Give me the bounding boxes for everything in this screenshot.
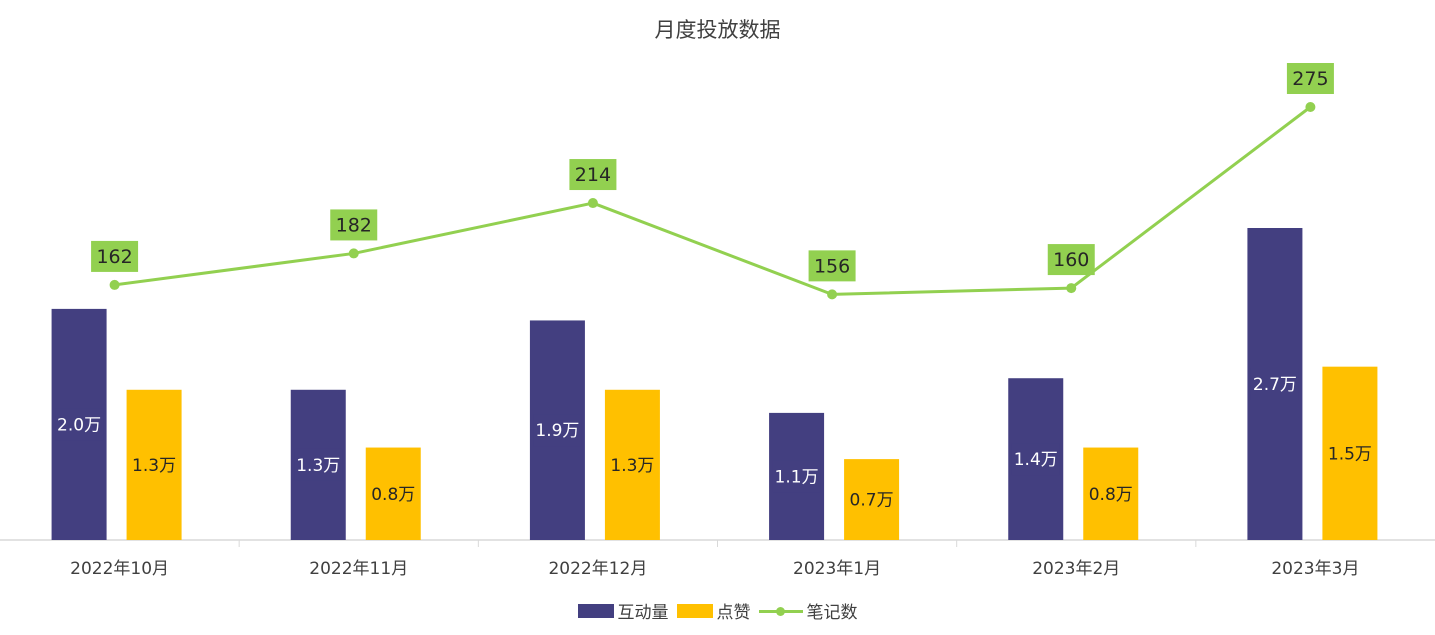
data-label-interactions-text: 1.4万 [1014,450,1058,470]
legend-swatch-notes [758,604,803,618]
data-label-likes: 1.3万 [130,448,179,481]
x-tick-label: 2022年12月 [548,559,647,579]
data-label-interactions-box [533,414,582,447]
data-label-notes: 182 [330,209,378,241]
data-label-likes: 0.8万 [369,477,418,510]
data-label-notes-text: 160 [1053,249,1089,271]
data-label-likes: 1.3万 [608,448,657,481]
data-label-notes-text: 275 [1292,68,1328,90]
data-label-interactions: 1.3万 [294,448,343,481]
legend-swatch-likes [676,603,713,618]
x-tick-label: 2023年2月 [1032,559,1120,579]
data-label-interactions: 1.9万 [533,414,582,447]
data-label-interactions: 2.7万 [1250,368,1299,400]
data-label-notes-box [1286,63,1334,94]
data-label-interactions-text: 1.1万 [775,467,819,487]
data-label-likes-box [1325,437,1374,470]
data-label-notes: 275 [1286,63,1334,94]
data-label-likes: 0.7万 [847,483,896,516]
data-label-notes-box [1047,244,1095,276]
point-notes [1066,283,1077,294]
data-label-likes-box [608,448,657,481]
data-label-interactions-text: 2.0万 [57,415,101,435]
legend-label-interactions: 互动量 [617,603,669,623]
data-label-interactions-box [772,460,821,493]
data-label-likes-box [1086,477,1135,510]
data-label-likes-text: 0.8万 [1089,485,1133,505]
data-label-likes-text: 0.7万 [850,491,894,511]
data-label-notes: 156 [808,250,856,282]
data-label-likes: 0.8万 [1086,477,1135,510]
legend-item-notes[interactable]: 笔记数 [758,598,858,623]
point-notes [109,279,120,290]
data-label-likes-text: 1.3万 [610,456,654,476]
data-label-likes-text: 1.3万 [132,456,176,476]
data-label-notes-text: 162 [96,246,132,268]
chart-title: 月度投放数据 [654,18,781,42]
data-label-notes-box [569,159,617,191]
legend-label-likes: 点赞 [716,603,751,623]
x-tick-label: 2022年11月 [309,559,408,579]
point-notes [348,248,359,259]
data-label-notes-text: 214 [575,164,611,186]
data-label-interactions-text: 2.7万 [1253,375,1297,395]
data-label-notes: 214 [569,159,617,191]
data-label-likes-text: 0.8万 [371,485,415,505]
data-label-interactions-text: 1.9万 [535,421,579,441]
legend-item-interactions[interactable]: 互动量 [577,598,669,623]
data-label-notes-text: 156 [814,255,850,277]
chart-legend: 互动量 点赞 笔记数 [0,598,1435,623]
x-tick-label: 2023年3月 [1271,559,1359,579]
x-tick-label: 2023年1月 [793,559,881,579]
line-notes [114,105,1312,296]
data-label-likes-box [130,448,179,481]
x-tick-label: 2022年10月 [70,559,169,579]
data-label-notes-box [91,240,139,272]
legend-label-notes: 笔记数 [806,603,858,623]
data-label-interactions-box [1011,443,1060,476]
data-label-interactions-box [55,408,104,441]
point-notes [587,198,598,209]
data-label-likes-box [847,483,896,516]
data-label-interactions: 1.4万 [1011,443,1060,476]
data-label-interactions: 2.0万 [55,408,104,441]
point-notes [1305,102,1316,112]
data-label-likes-box [369,477,418,510]
data-label-interactions-text: 1.3万 [296,456,340,476]
data-label-likes-text: 1.5万 [1328,444,1372,464]
point-notes [827,289,838,300]
legend-item-likes[interactable]: 点赞 [676,598,751,623]
data-label-notes-box [330,209,378,241]
legend-swatch-interactions [577,603,614,618]
data-label-interactions-box [1250,368,1299,400]
data-label-interactions-box [294,448,343,481]
data-label-notes: 162 [91,240,139,272]
data-label-notes-text: 182 [336,214,372,236]
data-label-notes-box [808,250,856,282]
data-label-notes: 160 [1047,244,1095,276]
data-label-likes: 1.5万 [1325,437,1374,470]
data-label-interactions: 1.1万 [772,460,821,493]
